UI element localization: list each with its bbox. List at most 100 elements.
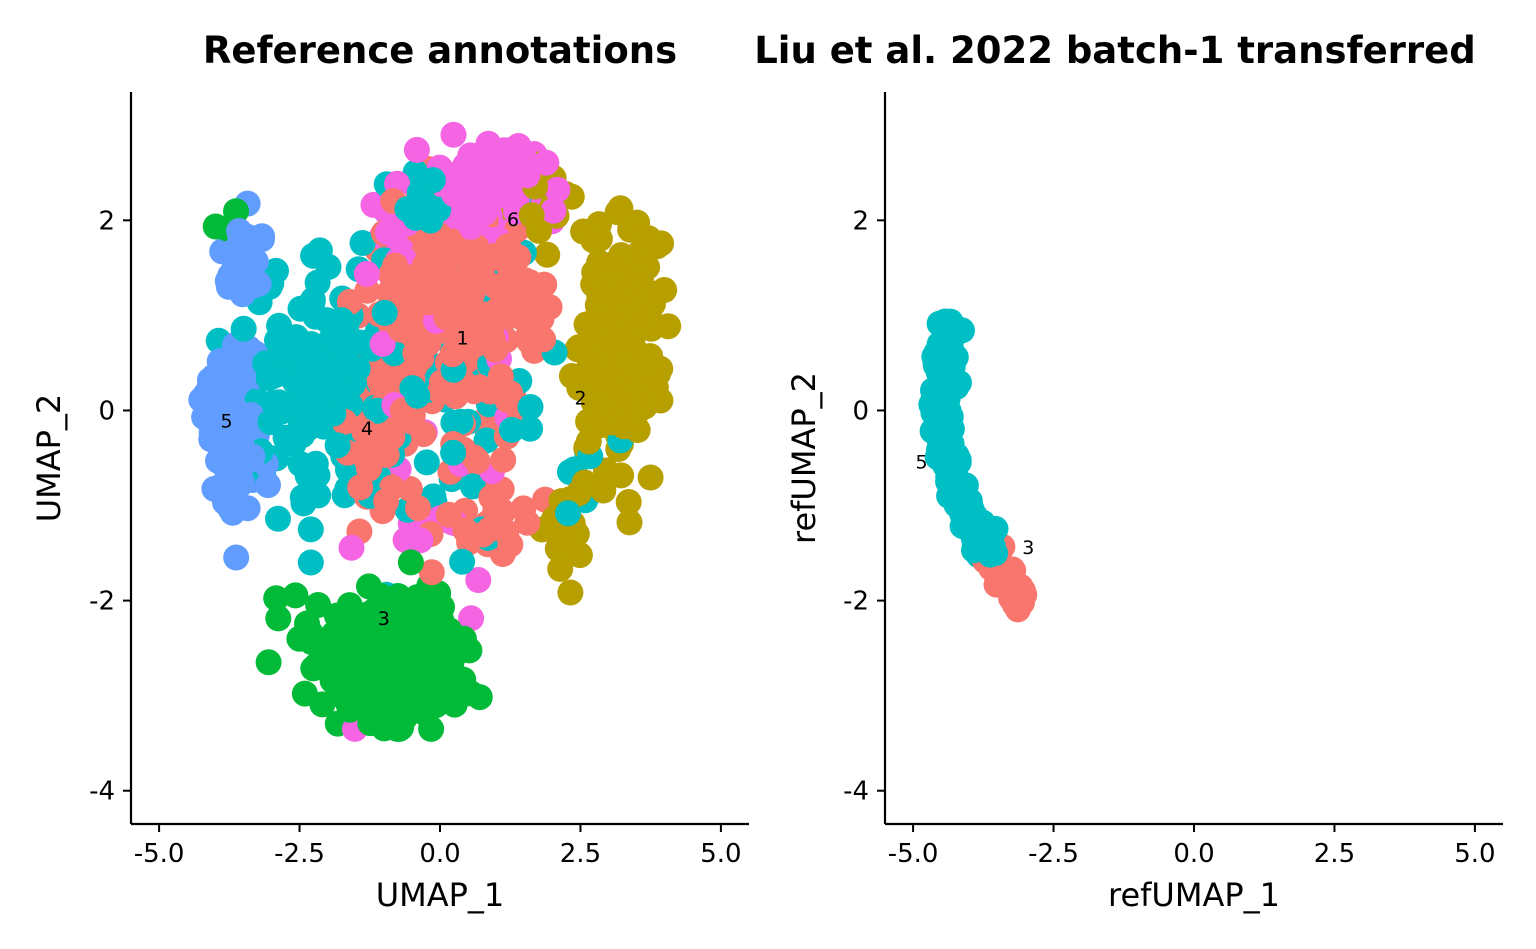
scatter-point [297,516,324,543]
scatter-point [305,592,332,618]
scatter-point [287,413,314,440]
scatter-point [371,299,398,326]
cluster-label: 2 [574,388,586,410]
scatter-point [547,555,574,582]
scatter-point [437,678,464,705]
scatter-point [291,680,318,707]
scatter-point [402,340,429,367]
scatter-point [419,167,446,194]
scatter-point [449,548,476,575]
scatter-point [264,327,290,354]
y-tick-label: -2 [843,587,869,617]
scatter-point [607,195,634,222]
scatter-point [590,477,617,504]
scatter-point [344,355,371,382]
x-tick-label: 0.0 [419,839,460,869]
scatter-point [540,197,567,224]
scatter-point [404,382,431,409]
x-tick-label: 5.0 [700,839,741,869]
scatter-point [465,567,492,593]
scatter-point [407,635,434,662]
scatter-point [302,303,329,330]
scatter-point [263,585,290,612]
scatter-points [918,308,1038,623]
cluster-label: 6 [507,209,519,231]
scatter-point [438,654,465,681]
scatter-point [534,241,561,268]
y-tick-label: 0 [852,396,869,426]
title-reference-annotations: Reference annotations [203,29,677,72]
scatter-point [514,162,541,189]
scatter-point [397,549,424,576]
scatter-point [510,495,537,522]
scatter-point [349,329,375,356]
scatter-point [314,631,341,658]
scatter-point [481,242,508,269]
scatter-point [494,387,521,413]
scatter-point [440,121,467,148]
scatter-point [312,402,339,429]
scatter-point [387,316,414,343]
x-tick-label: -2.5 [1028,839,1079,869]
scatter-point [329,653,356,680]
scatter-point [466,684,493,711]
scatter-point [255,365,282,391]
scatter-point [396,288,423,315]
scatter-point [348,657,375,684]
scatter-point [384,715,411,742]
scatter-point [198,400,225,427]
scatter-point [518,202,545,229]
scatter-point [616,509,643,536]
scatter-point [373,488,400,515]
scatter-point [958,496,985,523]
scatter-point [637,464,664,491]
scatter-point [557,579,584,606]
scatter-point [333,312,360,339]
scatter-point [506,303,532,330]
scatter-point [924,373,951,400]
cluster-label: 4 [361,418,373,440]
scatter-point [403,136,430,163]
scatter-point [223,544,250,571]
cluster-label: 1 [456,328,468,350]
scatter-point [616,332,643,359]
scatter-point [384,594,411,621]
scatter-point [608,383,635,410]
scatter-point [945,449,972,476]
y-tick-label: -2 [89,587,115,617]
scatter-point [382,669,409,696]
scatter-point [490,181,516,208]
scatter-point [580,227,607,254]
scatter-point [555,500,581,527]
scatter-point [440,439,467,466]
scatter-point [452,309,479,336]
y-tick-label: -4 [89,777,115,807]
scatter-point [635,225,662,252]
panel-liu-transferred: 5 3 -5.0 -2.5 0.0 2.5 5.0 -4 -2 0 2 refUMAP_1 refUMA… [785,92,1503,914]
scatter-point [558,363,585,389]
cluster-label: 3 [378,608,390,630]
scatter-point [435,501,462,528]
y-axis-label: refUMAP_2 [785,372,823,544]
scatter-point [351,418,378,445]
scatter-point [566,542,593,569]
scatter-point [255,649,282,676]
scatter-point [383,621,410,648]
scatter-point [236,251,263,278]
scatter-point [536,294,563,321]
title-liu-transferred: Liu et al. 2022 batch-1 transferred [754,29,1476,72]
x-tick-label: 2.5 [560,839,601,869]
scatter-point [416,289,443,316]
x-tick-label: -5.0 [134,839,185,869]
scatter-point [369,330,396,357]
scatter-points [188,121,682,742]
scatter-point [468,266,495,292]
scatter-point [282,582,309,609]
scatter-point [628,301,655,328]
scatter-point [223,198,249,225]
scatter-point [403,686,430,712]
scatter-point [338,534,365,561]
scatter-point [530,326,557,353]
scatter-point [575,428,602,455]
scatter-point [357,710,384,737]
